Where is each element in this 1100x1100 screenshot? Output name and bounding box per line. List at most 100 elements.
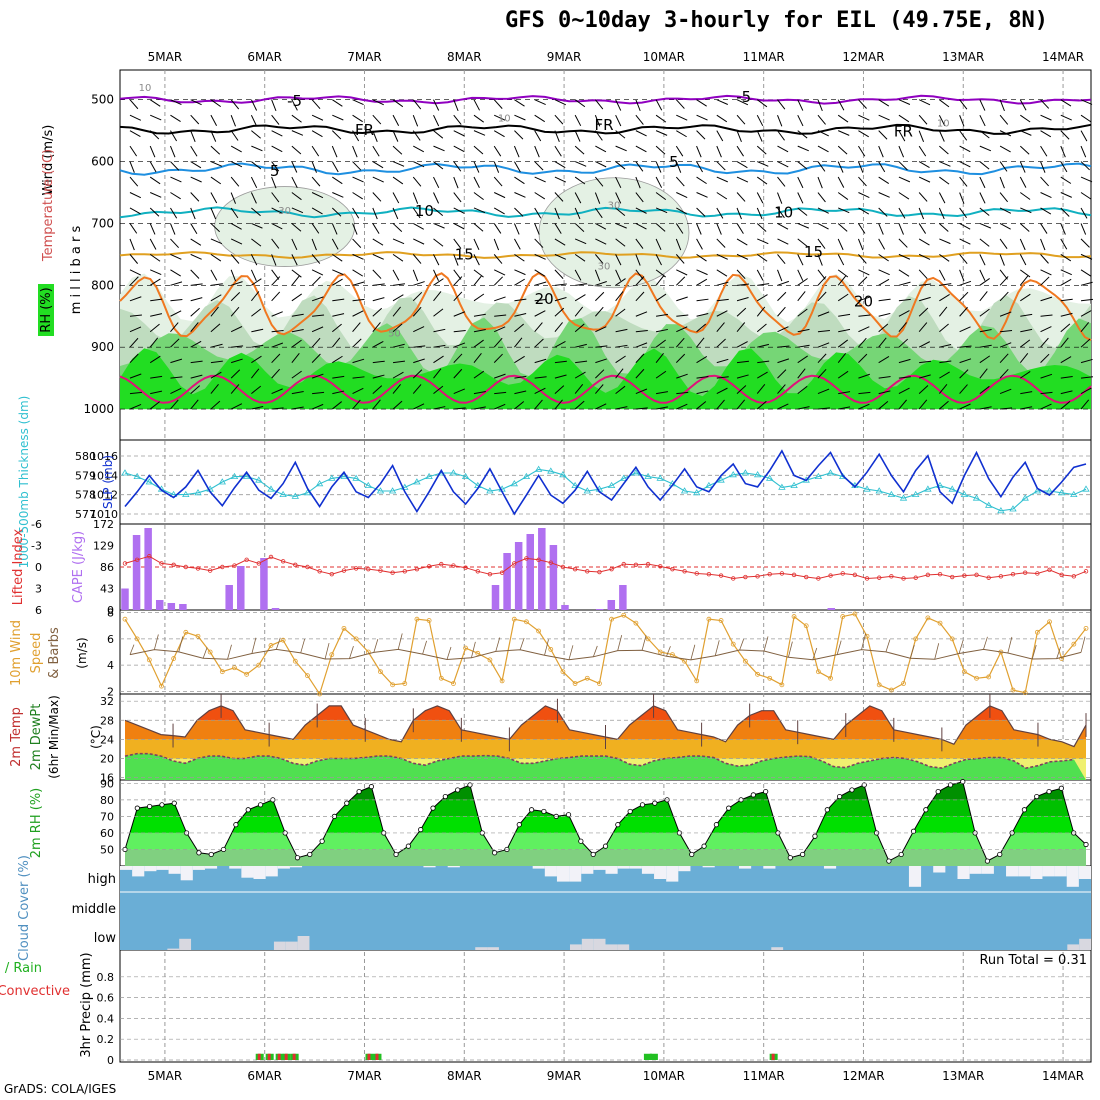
wind-barb bbox=[918, 145, 927, 157]
wind-barb bbox=[230, 114, 236, 127]
wind-barb bbox=[494, 403, 506, 410]
wind-barb bbox=[676, 326, 688, 333]
wind-barb bbox=[230, 369, 241, 379]
lifted-index-point bbox=[864, 576, 870, 581]
ylabel-millibars: m i l l i b a r s bbox=[69, 226, 84, 315]
panel-frame-precip bbox=[119, 949, 1092, 1063]
wind-barb bbox=[190, 192, 200, 202]
thickness-point bbox=[182, 490, 190, 498]
wind-barb bbox=[594, 176, 604, 187]
wind-barb bbox=[514, 130, 524, 140]
wind-barb bbox=[453, 161, 462, 172]
pressure-tick-label: 800 bbox=[91, 278, 114, 292]
wind-barb bbox=[352, 281, 365, 286]
wind-barb bbox=[959, 403, 971, 410]
low-cloud-bar bbox=[273, 941, 286, 950]
contour-label: 15 bbox=[455, 245, 474, 263]
high-cloud-gap bbox=[423, 866, 436, 868]
wind-barb bbox=[959, 145, 971, 153]
wind-barb bbox=[519, 637, 525, 650]
wind-barb bbox=[271, 269, 280, 280]
rh-point bbox=[836, 793, 843, 800]
wind-barb bbox=[858, 254, 867, 264]
wind-barb bbox=[736, 341, 748, 348]
wind-barb bbox=[615, 207, 626, 216]
wind-barb bbox=[271, 291, 281, 302]
wind-barb bbox=[250, 254, 258, 266]
low-cloud-bar bbox=[167, 948, 180, 950]
wind-barb bbox=[534, 192, 546, 200]
lifted-index-point bbox=[1022, 570, 1028, 575]
rh-point bbox=[1083, 841, 1089, 848]
wind-barb bbox=[635, 276, 645, 286]
rh-point bbox=[947, 782, 954, 788]
wind-barb bbox=[1019, 161, 1026, 173]
wind-barb bbox=[331, 238, 339, 250]
wind-barb bbox=[392, 360, 405, 364]
wind-barb bbox=[756, 223, 767, 232]
thickness-point bbox=[230, 472, 239, 480]
thickness-point bbox=[972, 494, 981, 501]
ylabel-barbs: & Barbs bbox=[47, 627, 62, 679]
wind-barb bbox=[777, 176, 786, 187]
wind-barb bbox=[615, 254, 622, 266]
wind-speed-point bbox=[888, 687, 894, 693]
wind-barb bbox=[1040, 314, 1053, 317]
wind-barb bbox=[595, 358, 607, 364]
wind-barb bbox=[999, 269, 1008, 280]
wind-barb bbox=[149, 176, 161, 185]
wind-barb bbox=[1020, 207, 1032, 214]
wind-barb bbox=[210, 192, 218, 204]
rh-point bbox=[233, 822, 239, 828]
wind-barb bbox=[291, 390, 304, 395]
wind-barb bbox=[756, 253, 768, 262]
wind-barb bbox=[635, 99, 641, 112]
wind-barb bbox=[352, 145, 358, 158]
wind-barb bbox=[898, 376, 911, 379]
wind-barb bbox=[554, 269, 564, 279]
wind-barb bbox=[655, 130, 668, 136]
wind-barb bbox=[959, 223, 971, 230]
wind-barb bbox=[817, 291, 827, 302]
wind-barb bbox=[1040, 403, 1052, 410]
wind-barb bbox=[1040, 337, 1049, 348]
wind-barb bbox=[534, 358, 547, 364]
date-label-top: 7MAR bbox=[347, 50, 382, 64]
precip-total-bar bbox=[649, 1053, 658, 1060]
wind-barb bbox=[210, 400, 221, 410]
wind-barb bbox=[392, 161, 405, 167]
wind-barb bbox=[979, 222, 992, 229]
wind-barb bbox=[594, 192, 601, 204]
wind-barb bbox=[898, 387, 910, 395]
wind-barb bbox=[554, 307, 565, 317]
ylabel-2m-dewpt: 2m DewPt bbox=[29, 704, 44, 771]
wind-barb bbox=[757, 161, 769, 167]
cloud-level-label: high bbox=[88, 872, 116, 887]
wind-barb bbox=[817, 330, 830, 333]
wind-barb bbox=[817, 223, 829, 230]
wind-barb bbox=[938, 207, 945, 220]
wind-barb bbox=[271, 161, 280, 172]
wind-barb bbox=[433, 385, 444, 394]
wind-barb bbox=[676, 269, 688, 276]
wind-barb bbox=[979, 130, 990, 139]
high-cloud-gap bbox=[1078, 866, 1091, 879]
wind-barb bbox=[332, 176, 343, 185]
wind-barb bbox=[473, 130, 486, 136]
wind-barb bbox=[271, 99, 277, 112]
wind-barb bbox=[898, 223, 904, 235]
low-cloud-bar bbox=[285, 941, 298, 950]
wind-speed-point bbox=[937, 620, 943, 626]
wind-barb bbox=[153, 634, 159, 650]
wind-barb bbox=[837, 176, 845, 188]
wind-barb bbox=[1060, 356, 1072, 364]
ylabel-cloud-cover: Cloud Cover (%) bbox=[17, 855, 32, 961]
slp-line bbox=[124, 449, 1087, 516]
wind-barb bbox=[595, 345, 608, 348]
ylabel-lifted-index: Lifted Index bbox=[11, 528, 26, 605]
wind-barb bbox=[1080, 376, 1093, 379]
wind-barb bbox=[372, 253, 384, 260]
wind-barb bbox=[169, 145, 176, 158]
thickness-point bbox=[194, 489, 202, 496]
wind-barb bbox=[858, 145, 866, 157]
